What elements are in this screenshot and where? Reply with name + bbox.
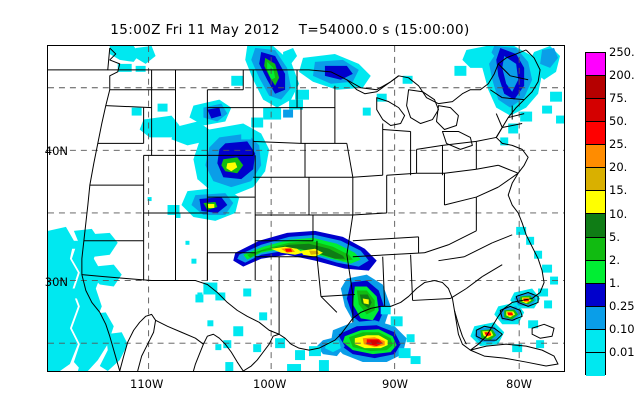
colorbar-tick-10: 1.	[609, 275, 620, 290]
colorbar-tick-7: 10.	[609, 206, 628, 221]
colorbar-cell-75	[586, 99, 605, 123]
colorbar-cell-25	[586, 145, 605, 169]
colorbar-tick-0: 250.	[609, 45, 635, 59]
precip-great-lakes	[362, 75, 413, 116]
colorbar-tick-9: 2.	[609, 252, 620, 267]
x-tick-90w: 90W	[382, 377, 409, 391]
precip-pacific-coast	[48, 226, 122, 371]
colorbar-cell-20	[586, 168, 605, 192]
colorbar-tick-1: 200.	[609, 68, 635, 83]
y-tick-40n: 40N	[44, 144, 68, 158]
colorbar-cell-15	[586, 191, 605, 215]
precipitation-field	[48, 46, 564, 371]
colorbar-tick-4: 25.	[609, 137, 628, 152]
x-tick-80w: 80W	[506, 377, 533, 391]
colorbar-cell-010	[586, 329, 605, 353]
colorbar-tick-3: 50.	[609, 114, 628, 129]
map-plot-area[interactable]	[47, 45, 565, 372]
x-tick-110w: 110W	[130, 377, 164, 391]
colorbar-tick-11: 0.25	[609, 298, 635, 313]
lat-lon-gridlines	[48, 46, 564, 371]
precip-central-texas	[195, 282, 329, 371]
colorbar-cell-2	[586, 260, 605, 284]
precip-colorado-complex	[131, 99, 270, 196]
colorbar-cell-200	[586, 76, 605, 100]
colorbar-tick-5: 20.	[609, 160, 628, 175]
colorbar-cell-50	[586, 122, 605, 146]
precip-pacific-northwest	[109, 46, 156, 72]
colorbar-tick-8: 5.	[609, 229, 620, 244]
map-canvas	[48, 46, 564, 371]
colorbar-tick-6: 15.	[609, 183, 628, 198]
precip-new-england	[454, 46, 564, 146]
colorbar[interactable]	[585, 52, 606, 376]
precip-upper-midwest	[241, 53, 371, 140]
y-tick-30n: 30N	[44, 275, 68, 289]
precip-dakotas-band	[231, 46, 304, 118]
colorbar-tick-2: 75.	[609, 91, 628, 106]
x-tick-100w: 100W	[253, 377, 287, 391]
colorbar-cell-250	[586, 53, 605, 77]
map-outlines	[48, 47, 559, 371]
colorbar-cell-025	[586, 306, 605, 330]
precip-louisiana-core	[308, 320, 421, 365]
precip-southeast	[380, 306, 415, 343]
colorbar-cell-10	[586, 214, 605, 238]
colorbar-tick-13: 0.01	[609, 344, 635, 359]
colorbar-cell-001	[586, 352, 605, 376]
colorbar-cell-1	[586, 283, 605, 307]
colorbar-tick-12: 0.10	[609, 321, 635, 336]
page-title: 15:00Z Fri 11 May 2012 T=54000.0 s (15:0…	[110, 22, 470, 38]
colorbar-cell-5	[586, 237, 605, 261]
